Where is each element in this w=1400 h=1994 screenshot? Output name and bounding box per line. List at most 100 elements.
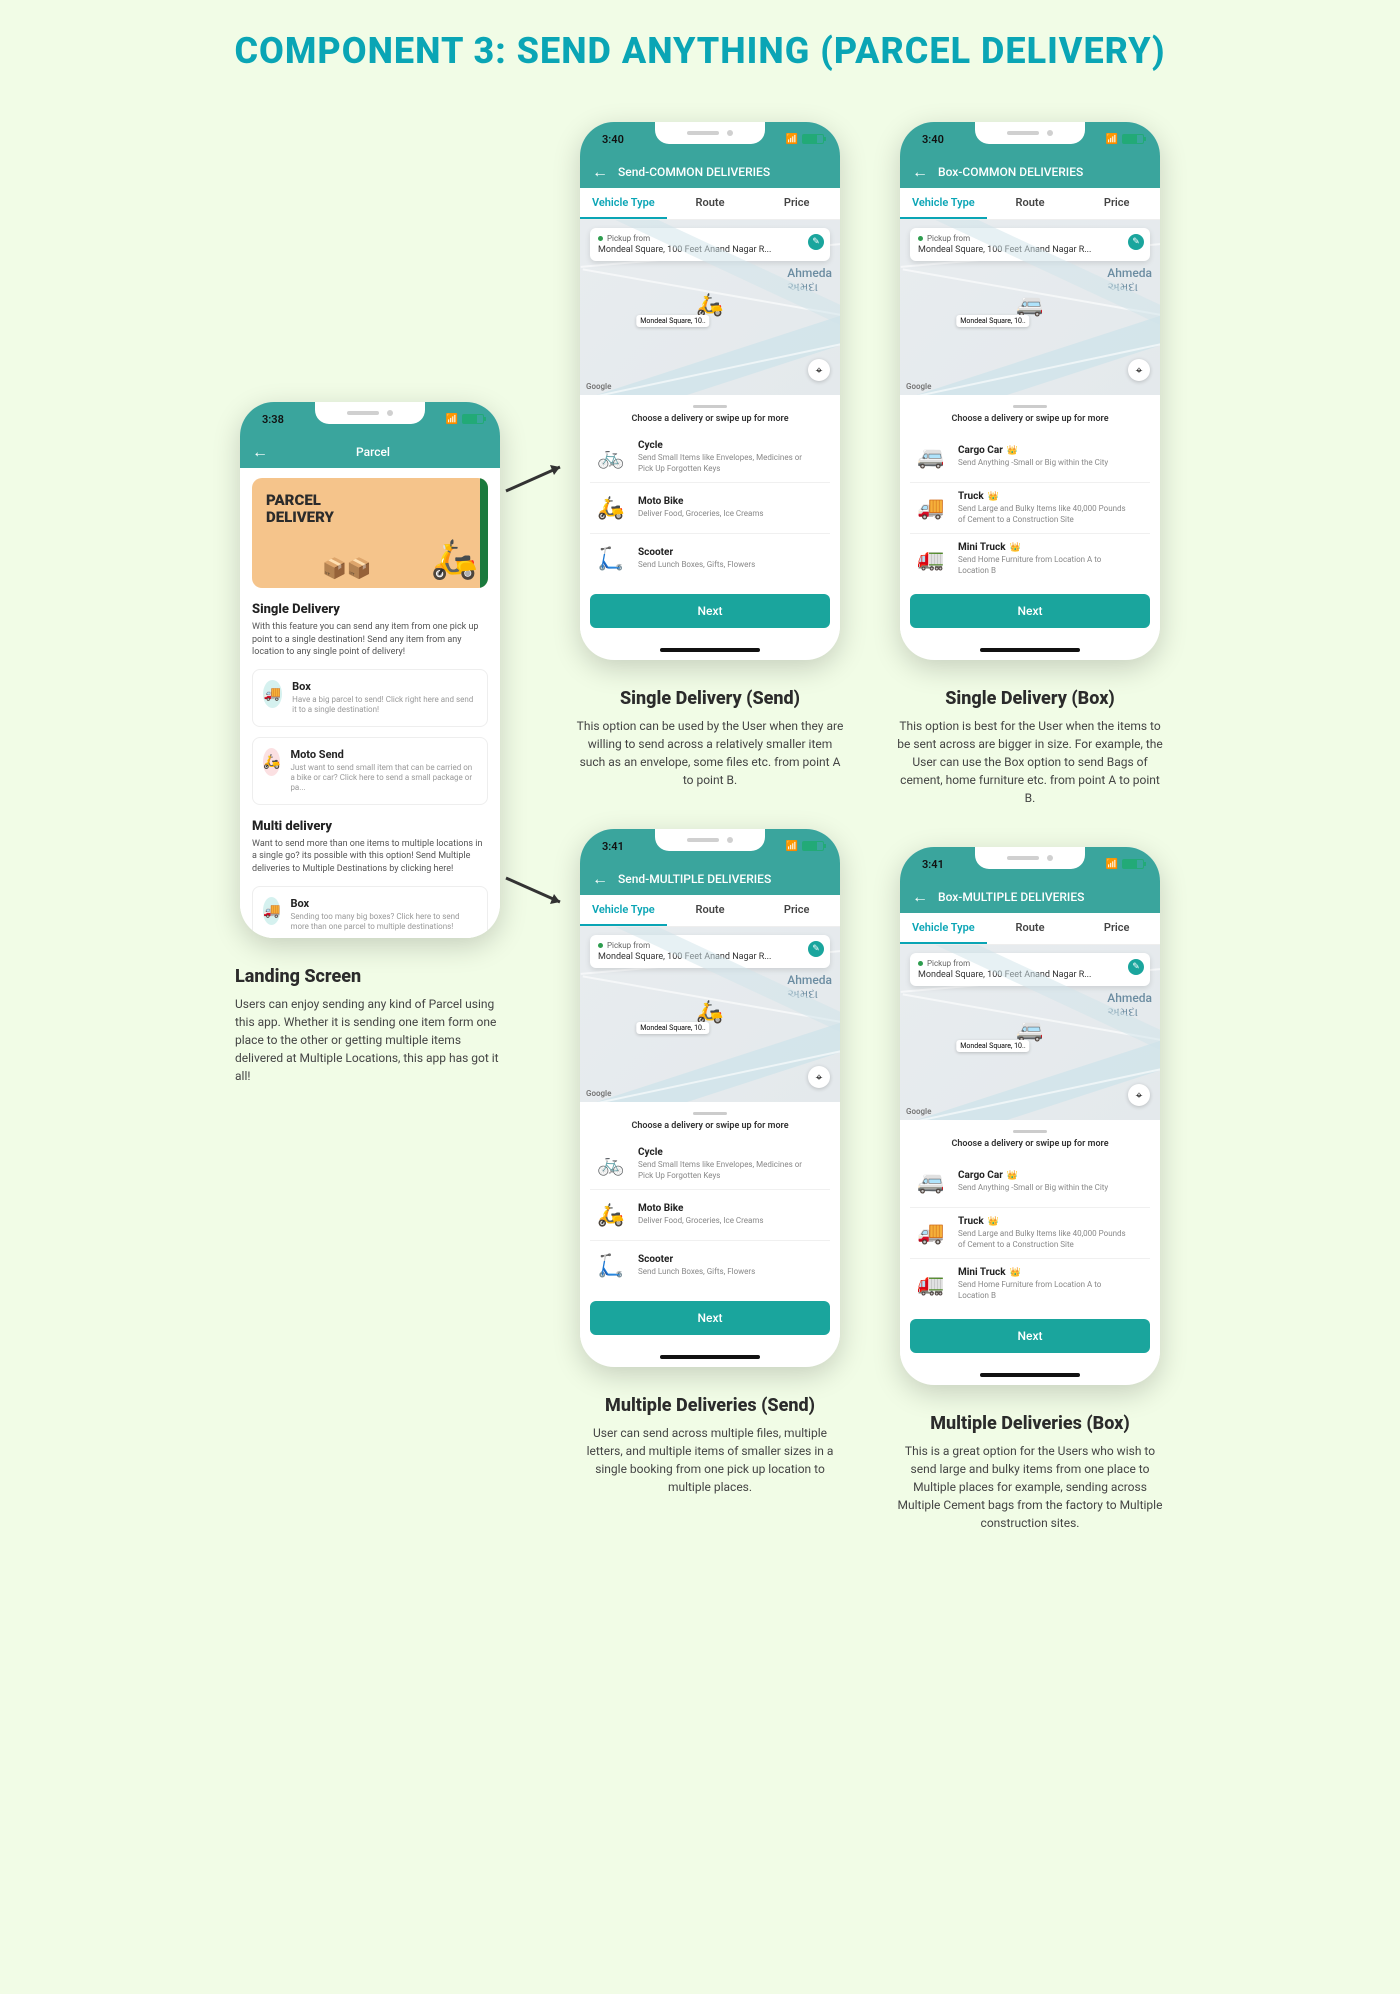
phone-delivery: 3:41 📶 ← Send-MULTIPLE DELIVERIES Vehicl… xyxy=(580,829,840,1367)
arrow-down-icon xyxy=(504,872,574,912)
vehicle-row[interactable]: 🛵 Moto Bike Deliver Food, Groceries, Ice… xyxy=(590,1189,830,1240)
vehicle-desc: Send Small Items like Envelopes, Medicin… xyxy=(638,453,808,474)
sheet-handle[interactable] xyxy=(1013,1130,1047,1133)
google-label: Google xyxy=(906,1107,931,1116)
vehicle-icon: 🚲 xyxy=(594,1147,628,1181)
map-city: Ahmedaઅમદા xyxy=(1107,991,1152,1020)
multi-desc: Want to send more than one items to mult… xyxy=(252,838,488,876)
google-label: Google xyxy=(586,382,611,391)
home-indicator[interactable] xyxy=(980,648,1080,652)
sheet-handle[interactable] xyxy=(1013,405,1047,408)
tab-vehicle[interactable]: Vehicle Type xyxy=(580,188,667,219)
option-moto[interactable]: 🛵 Moto Send Just want to send small item… xyxy=(252,737,488,805)
pickup-address: Mondeal Square, 100 Feet Anand Nagar R..… xyxy=(598,952,822,962)
tab-vehicle[interactable]: Vehicle Type xyxy=(900,188,987,219)
tab-vehicle[interactable]: Vehicle Type xyxy=(580,895,667,926)
tab-price[interactable]: Price xyxy=(753,188,840,219)
tab-route[interactable]: Route xyxy=(667,188,754,219)
vehicle-row[interactable]: 🛵 Moto Bike Deliver Food, Groceries, Ice… xyxy=(590,482,830,533)
vehicle-row[interactable]: 🚛 Mini Truck👑 Send Home Furniture from L… xyxy=(910,533,1150,584)
vehicle-icon: 🛵 xyxy=(594,491,628,525)
next-button[interactable]: Next xyxy=(910,594,1150,628)
vehicle-icon: 🚲 xyxy=(594,440,628,474)
banner-next[interactable] xyxy=(480,478,488,588)
appbar: ← Parcel xyxy=(240,436,500,468)
home-indicator[interactable] xyxy=(660,1355,760,1359)
edit-icon[interactable]: ✎ xyxy=(808,941,824,957)
map[interactable]: Pickup from Mondeal Square, 100 Feet Ana… xyxy=(900,945,1160,1120)
next-button[interactable]: Next xyxy=(910,1319,1150,1353)
vehicle-name: Moto Bike xyxy=(638,496,764,507)
locate-icon[interactable]: ⌖ xyxy=(808,1066,830,1088)
next-button[interactable]: Next xyxy=(590,594,830,628)
pickup-card[interactable]: Pickup from Mondeal Square, 100 Feet Ana… xyxy=(910,228,1150,261)
tab-price[interactable]: Price xyxy=(1073,913,1160,944)
notch xyxy=(655,829,765,851)
edit-icon[interactable]: ✎ xyxy=(808,234,824,250)
tab-price[interactable]: Price xyxy=(1073,188,1160,219)
back-icon[interactable]: ← xyxy=(912,162,928,182)
sheet-title: Choose a delivery or swipe up for more xyxy=(910,1139,1150,1149)
option-box[interactable]: 🚚 Box Have a big parcel to send! Click r… xyxy=(252,669,488,727)
tab-route[interactable]: Route xyxy=(987,188,1074,219)
back-icon[interactable]: ← xyxy=(912,887,928,907)
back-icon[interactable]: ← xyxy=(592,869,608,889)
status-right: 📶 xyxy=(786,134,824,145)
pickup-card[interactable]: Pickup from Mondeal Square, 100 Feet Ana… xyxy=(910,953,1150,986)
appbar: ← Send-MULTIPLE DELIVERIES xyxy=(580,863,840,895)
pickup-card[interactable]: Pickup from Mondeal Square, 100 Feet Ana… xyxy=(590,935,830,968)
vehicle-name: Mini Truck👑 xyxy=(958,542,1128,553)
pickup-label: Pickup from xyxy=(607,234,650,243)
status-right: 📶 xyxy=(1106,134,1144,145)
tab-price[interactable]: Price xyxy=(753,895,840,926)
locate-icon[interactable]: ⌖ xyxy=(808,359,830,381)
edit-icon[interactable]: ✎ xyxy=(1128,959,1144,975)
appbar-title: Parcel xyxy=(258,445,488,459)
vehicle-row[interactable]: 🚐 Cargo Car👑 Send Anything -Small or Big… xyxy=(910,432,1150,482)
back-icon[interactable]: ← xyxy=(592,162,608,182)
single-heading: Single Delivery xyxy=(252,602,488,617)
vehicle-icon: 🚚 xyxy=(914,1216,948,1250)
vehicle-desc: Send Small Items like Envelopes, Medicin… xyxy=(638,1160,808,1181)
vehicle-row[interactable]: 🚛 Mini Truck👑 Send Home Furniture from L… xyxy=(910,1258,1150,1309)
tab-route[interactable]: Route xyxy=(667,895,754,926)
sheet-handle[interactable] xyxy=(693,405,727,408)
vehicle-icon: 🛴 xyxy=(594,1249,628,1283)
caption-text: Users can enjoy sending any kind of Parc… xyxy=(235,995,505,1085)
map-city: Ahmedaઅમદા xyxy=(1107,266,1152,295)
edit-icon[interactable]: ✎ xyxy=(1128,234,1144,250)
option-box-multi[interactable]: 🚚 Box Sending too many big boxes? Click … xyxy=(252,886,488,938)
vehicle-row[interactable]: 🛴 Scooter Send Lunch Boxes, Gifts, Flowe… xyxy=(590,1240,830,1291)
pickup-address: Mondeal Square, 100 Feet Anand Nagar R..… xyxy=(918,245,1142,255)
vehicle-desc: Send Anything -Small or Big within the C… xyxy=(958,1183,1108,1193)
map[interactable]: Pickup from Mondeal Square, 100 Feet Ana… xyxy=(900,220,1160,395)
pickup-card[interactable]: Pickup from Mondeal Square, 100 Feet Ana… xyxy=(590,228,830,261)
vehicle-row[interactable]: 🚲 Cycle Send Small Items like Envelopes,… xyxy=(590,432,830,482)
vehicle-row[interactable]: 🚚 Truck👑 Send Large and Bulky Items like… xyxy=(910,482,1150,533)
status-right: 📶 xyxy=(786,841,824,852)
locate-icon[interactable]: ⌖ xyxy=(1128,1084,1150,1106)
phone-landing: 3:38 📶 ← Parcel PARCEL DELIVERY xyxy=(240,402,500,938)
caption-sdb: Single Delivery (Box) This option is bes… xyxy=(895,688,1165,807)
vehicle-row[interactable]: 🚚 Truck👑 Send Large and Bulky Items like… xyxy=(910,1207,1150,1258)
map-pin: 🛵 Mondeal Square, 10.. xyxy=(696,293,723,318)
status-right: 📶 xyxy=(1106,859,1144,870)
caption-title: Multiple Deliveries (Box) xyxy=(895,1413,1165,1434)
home-indicator[interactable] xyxy=(980,1373,1080,1377)
sheet-handle[interactable] xyxy=(693,1112,727,1115)
next-button[interactable]: Next xyxy=(590,1301,830,1335)
vehicle-row[interactable]: 🛴 Scooter Send Lunch Boxes, Gifts, Flowe… xyxy=(590,533,830,584)
vehicle-icon: 🚐 xyxy=(914,1165,948,1199)
banner[interactable]: PARCEL DELIVERY 📦📦 🛵 xyxy=(252,478,488,588)
box-icon: 🚚 xyxy=(263,680,282,708)
home-indicator[interactable] xyxy=(660,648,760,652)
bottom-sheet: Choose a delivery or swipe up for more 🚐… xyxy=(900,395,1160,642)
locate-icon[interactable]: ⌖ xyxy=(1128,359,1150,381)
map[interactable]: Pickup from Mondeal Square, 100 Feet Ana… xyxy=(580,220,840,395)
vehicle-row[interactable]: 🚲 Cycle Send Small Items like Envelopes,… xyxy=(590,1139,830,1189)
layout-grid: 3:38 📶 ← Parcel PARCEL DELIVERY xyxy=(20,122,1380,1572)
tab-route[interactable]: Route xyxy=(987,913,1074,944)
tab-vehicle[interactable]: Vehicle Type xyxy=(900,913,987,944)
vehicle-row[interactable]: 🚐 Cargo Car👑 Send Anything -Small or Big… xyxy=(910,1157,1150,1207)
map[interactable]: Pickup from Mondeal Square, 100 Feet Ana… xyxy=(580,927,840,1102)
